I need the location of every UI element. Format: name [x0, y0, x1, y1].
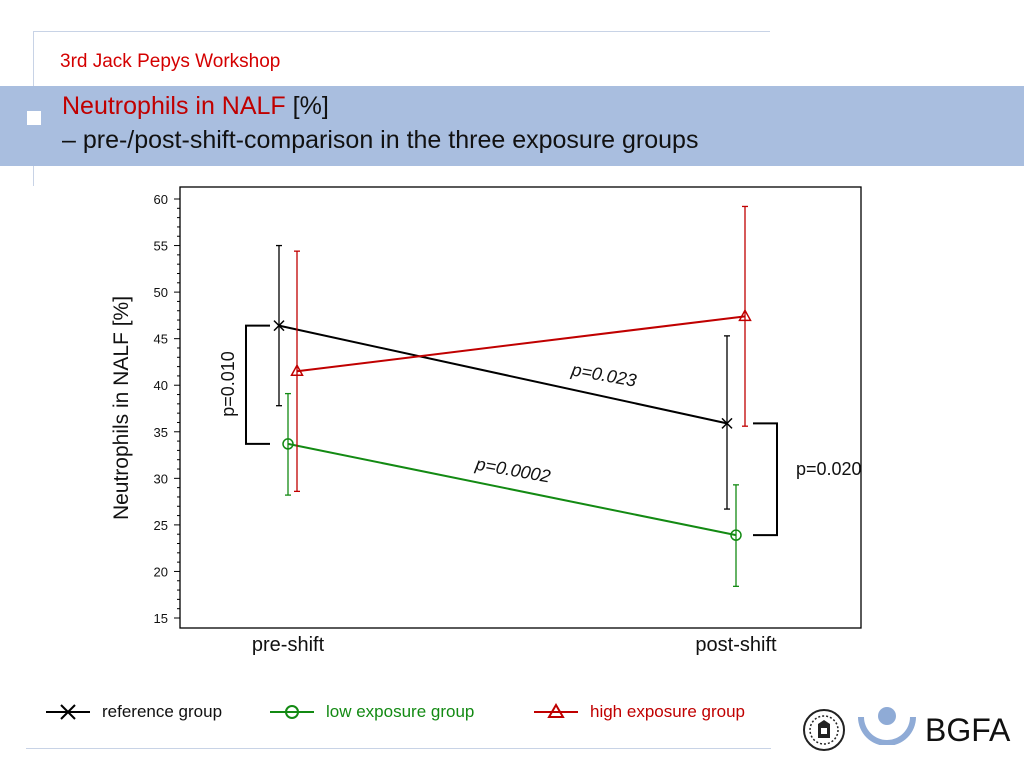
- p-value-low-change: p=0.0002: [473, 454, 552, 487]
- marker-stroke: [721, 417, 733, 429]
- y-tick-label: 15: [154, 611, 168, 626]
- y-tick-label: 30: [154, 471, 168, 486]
- p-value-pre-shift: p=0.010: [218, 351, 238, 417]
- slide-subtitle: – pre-/post-shift-comparison in the thre…: [62, 126, 699, 154]
- legend-label-low-exposure: low exposure group: [326, 702, 475, 721]
- legend-marker-triangle-icon: [534, 703, 578, 718]
- data-point-cross: [721, 417, 733, 429]
- neutrophils-chart: 15 20 25 30 35 40 45 50 55 60 pre-shift post-shift…: [110, 186, 862, 656]
- y-tick-label: 55: [154, 239, 168, 254]
- title-banner: [0, 86, 1024, 166]
- y-tick-label: 40: [154, 378, 168, 393]
- workshop-title: 3rd Jack Pepys Workshop: [60, 51, 281, 72]
- y-tick-label: 20: [154, 564, 168, 579]
- series-line: [278, 324, 728, 425]
- legend-marker-cross-icon: [46, 704, 90, 720]
- legend-item-reference: reference group: [46, 700, 222, 724]
- series-line: [296, 315, 746, 373]
- legend-label-reference: reference group: [102, 702, 223, 721]
- bgfa-brand-name: BGFA: [925, 712, 1011, 748]
- bracket-pre-shift: [245, 324, 270, 445]
- y-tick-label: 60: [154, 192, 168, 207]
- legend-label-high-exposure: high exposure group: [590, 702, 746, 721]
- bullet-square-icon: [27, 111, 41, 125]
- marker-stroke: [273, 320, 285, 332]
- data-point-circle: [282, 438, 294, 450]
- plot-frame: [179, 186, 862, 629]
- p-value-reference-change: p=0.023: [569, 359, 638, 390]
- slide-frame-top: [33, 31, 770, 32]
- data-point-cross: [273, 320, 285, 332]
- y-tick-label: 45: [154, 332, 168, 347]
- university-seal-logo: [803, 709, 845, 751]
- bgfa-logo-mark: [858, 707, 916, 745]
- data-point-triangle: [738, 308, 752, 322]
- slide-frame-bottom: [26, 748, 771, 749]
- legend-item-high-exposure: high exposure group: [534, 700, 745, 724]
- slide-title-main: Neutrophils in NALF: [62, 92, 286, 120]
- slide-title: Neutrophils in NALF [%]: [62, 92, 329, 121]
- y-tick-label: 25: [154, 518, 168, 533]
- x-category-label: post-shift: [695, 634, 777, 656]
- x-category-label: pre-shift: [252, 634, 325, 656]
- data-point-circle: [730, 529, 742, 541]
- p-value-post-shift: p=0.020: [796, 459, 862, 479]
- y-axis-label: Neutrophils in NALF [%]: [110, 296, 133, 520]
- y-tick-label: 50: [154, 285, 168, 300]
- legend-marker-circle-icon: [270, 705, 314, 719]
- series-line: [287, 442, 737, 537]
- legend-item-low-exposure: low exposure group: [270, 700, 474, 724]
- bracket-post-shift: [753, 422, 778, 537]
- slide-title-unit: [%]: [292, 92, 329, 120]
- data-point-triangle: [290, 363, 304, 377]
- y-tick-label: 35: [154, 425, 168, 440]
